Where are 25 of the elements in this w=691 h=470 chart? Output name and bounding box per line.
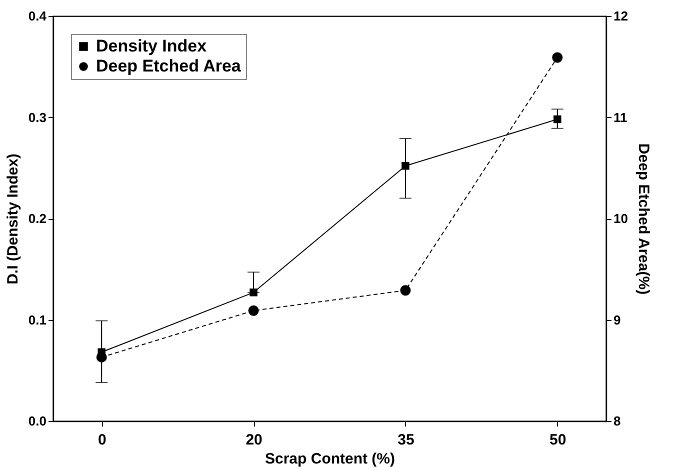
legend-label: Deep Etched Area — [96, 56, 242, 76]
point — [552, 52, 563, 63]
point — [250, 288, 258, 296]
x-tick-label: 20 — [246, 432, 262, 448]
x-axis-title: Scrap Content (%) — [264, 450, 396, 468]
x-tick-label: 35 — [398, 432, 414, 448]
point — [402, 162, 410, 170]
y2-tick-label: 10 — [614, 211, 628, 226]
y-axis-title: D.I (Density Index) — [4, 154, 22, 284]
x-tick-label: 50 — [550, 432, 566, 448]
y2-tick-label: 8 — [614, 414, 621, 428]
y2-tick-label: 12 — [614, 8, 628, 24]
y-tick-label: 0.1 — [28, 312, 46, 328]
point — [248, 305, 259, 316]
point — [400, 285, 411, 296]
y-tick-label: 0.3 — [28, 110, 46, 125]
y2-tick-label: 11 — [614, 110, 628, 125]
y-tick-label: 0.4 — [28, 8, 48, 24]
y-tick-label: 0.0 — [28, 414, 46, 428]
legend-label: Density Index — [96, 36, 208, 56]
point — [554, 115, 562, 124]
y2-axis-title: Deep Etched Area(%) — [634, 143, 652, 295]
y-tick-label: 0.2 — [28, 211, 46, 226]
x-tick-label: 0 — [98, 432, 106, 448]
y2-tick-label: 9 — [614, 312, 621, 328]
